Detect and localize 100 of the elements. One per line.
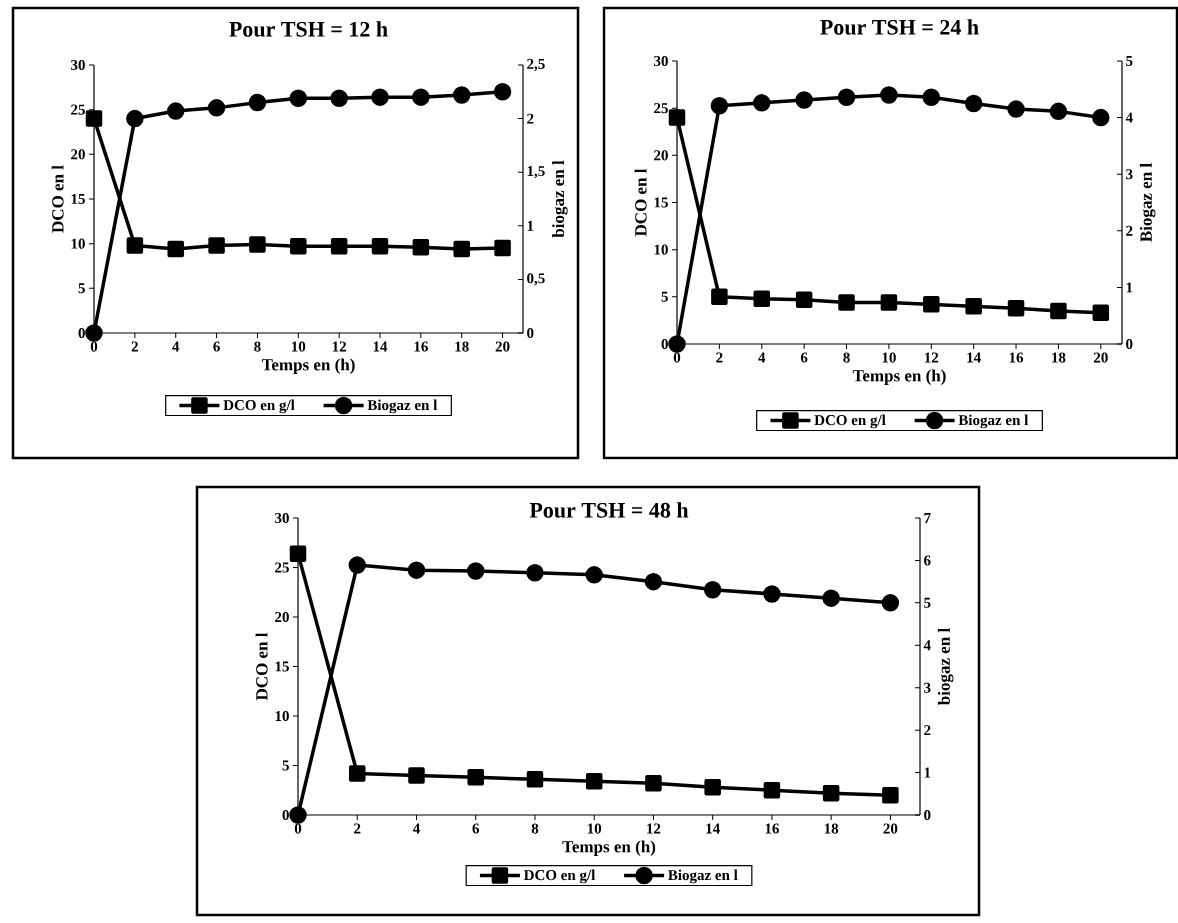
point	[753, 290, 771, 307]
point	[837, 88, 856, 106]
x-tick-label: 16	[414, 341, 428, 352]
point	[289, 806, 307, 824]
legend-label: Biogaz en l	[958, 414, 1029, 429]
x-axis-title: Temps en (h)	[261, 358, 355, 374]
y2-tick-label: 4	[1125, 112, 1133, 123]
point	[289, 545, 307, 562]
point	[644, 572, 663, 591]
x-tick-label: 12	[925, 352, 939, 363]
point	[452, 86, 471, 104]
y-tick-label: 0	[78, 327, 85, 339]
x-tick-label: 2	[131, 341, 138, 352]
x-axis-title: Temps en (h)	[852, 369, 946, 385]
point	[493, 83, 512, 101]
x-tick-label: 2	[716, 352, 723, 363]
point	[126, 237, 144, 254]
point	[412, 88, 430, 106]
point	[167, 240, 184, 258]
point	[753, 94, 771, 112]
point	[412, 238, 430, 256]
y-tick-label: 15	[654, 197, 668, 208]
x-tick-label: 0	[294, 823, 302, 834]
point	[822, 589, 840, 607]
point	[965, 298, 982, 315]
point	[467, 769, 484, 786]
y-tick-label: 10	[654, 244, 668, 255]
point	[704, 779, 721, 796]
y2-tick-label: 5	[1126, 56, 1133, 66]
x-tick-label: 2	[354, 823, 361, 834]
point	[85, 110, 103, 127]
y2-tick-label: 3	[924, 682, 931, 693]
point	[453, 240, 470, 258]
y-tick-label: 10	[275, 710, 289, 722]
point	[348, 765, 366, 782]
y-tick-label: 25	[275, 562, 289, 573]
x-tick-label: 14	[373, 341, 388, 352]
y2-tick-label: 1,5	[527, 166, 545, 179]
y2-tick-label: 1	[1126, 282, 1133, 293]
point	[668, 109, 686, 126]
point	[166, 102, 185, 120]
point	[526, 563, 544, 582]
point	[1092, 108, 1110, 127]
point	[526, 771, 544, 788]
point	[290, 238, 307, 255]
point	[1007, 299, 1025, 317]
y2-tick-label: 2	[527, 113, 534, 124]
y-tick-label: 30	[654, 55, 668, 67]
legend-label: DCO en g/l	[814, 414, 886, 429]
x-tick-label: 20	[495, 341, 510, 352]
point	[248, 93, 267, 112]
y-tick-label: 20	[654, 150, 668, 161]
y2-tick-label: 2	[924, 725, 931, 736]
point	[249, 236, 266, 253]
y-axis-title: DCO en l	[634, 168, 647, 237]
x-tick-label: 14	[967, 352, 981, 363]
point	[711, 288, 728, 306]
point	[1050, 302, 1067, 320]
point	[289, 89, 308, 107]
x-tick-label: 0	[673, 352, 681, 363]
x-tick-label: 4	[172, 341, 180, 352]
y-tick-label: 5	[661, 291, 668, 302]
point	[795, 291, 813, 308]
x-tick-label: 18	[824, 823, 839, 834]
point	[882, 786, 899, 804]
x-tick-label: 16	[765, 823, 779, 834]
y-tick-label: 15	[71, 193, 85, 205]
point	[710, 96, 729, 115]
x-tick-label: 8	[254, 341, 261, 352]
point	[585, 773, 603, 790]
x-tick-label: 4	[412, 823, 420, 834]
point	[763, 585, 781, 603]
legend-label: Biogaz en l	[668, 869, 738, 884]
y-tick-label: 10	[71, 238, 85, 249]
point	[881, 594, 900, 612]
x-tick-label: 10	[587, 823, 602, 834]
y-tick-label: 5	[78, 283, 85, 294]
y-tick-label: 20	[71, 149, 85, 160]
point	[126, 109, 144, 128]
point	[371, 88, 389, 106]
chart-title: Pour TSH = 12 h	[229, 21, 388, 37]
point	[964, 94, 983, 113]
x-tick-label: 18	[455, 341, 469, 352]
x-tick-label: 12	[332, 341, 346, 352]
point	[668, 335, 686, 353]
x-tick-label: 16	[1009, 352, 1024, 363]
legend-label: DCO en g/l	[223, 399, 295, 414]
point	[922, 88, 941, 106]
chart-title: Pour TSH = 24 h	[820, 19, 979, 35]
point	[1049, 102, 1068, 121]
point	[880, 86, 898, 104]
y-tick-label: 30	[275, 512, 289, 524]
y-tick-label: 25	[654, 103, 668, 114]
y-tick-label: 15	[275, 661, 289, 672]
legend-label: Biogaz en l	[367, 399, 438, 414]
y2-tick-label: 0	[924, 809, 931, 821]
point	[645, 775, 662, 792]
y2-tick-label: 2,5	[527, 58, 545, 72]
x-tick-label: 12	[647, 823, 661, 834]
x-tick-label: 20	[883, 823, 898, 834]
